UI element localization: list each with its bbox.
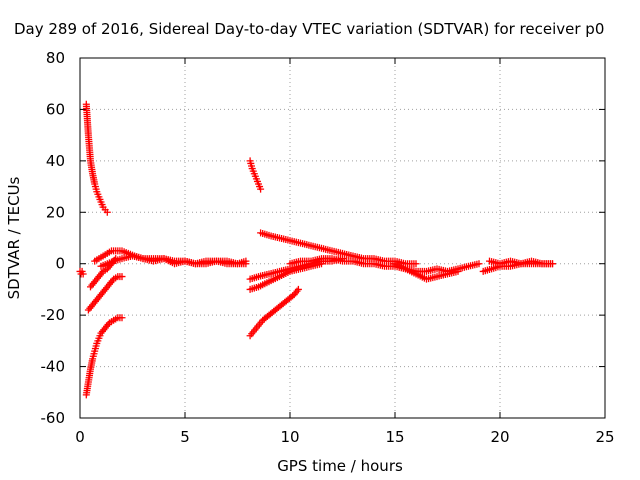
- data-point: [118, 314, 126, 322]
- data-series: [246, 285, 302, 340]
- y-axis-title: SDTVAR / TECUs: [5, 176, 23, 299]
- data-point: [118, 273, 126, 281]
- data-series: [486, 257, 556, 268]
- y-tick-label: 60: [46, 100, 65, 118]
- data-point: [294, 285, 302, 293]
- axis-ticks: 0 5 10 15 20 25 -60 -40 -20 0 20 40 60 80: [41, 49, 615, 446]
- data-series: [97, 252, 250, 270]
- plot-frame: [79, 57, 606, 419]
- x-tick-label: 10: [280, 428, 299, 446]
- x-axis-title: GPS time / hours: [277, 457, 403, 475]
- data-point: [412, 260, 420, 268]
- data-point: [242, 260, 250, 268]
- data-point: [475, 260, 483, 268]
- y-tick-label: 0: [55, 255, 65, 273]
- y-tick-label: -20: [41, 306, 66, 324]
- y-tick-label: -60: [41, 409, 66, 427]
- data-point: [257, 185, 265, 193]
- y-tick-label: 80: [46, 49, 65, 67]
- data-point: [103, 208, 111, 216]
- data-point: [454, 267, 462, 275]
- data-marks: [76, 100, 556, 399]
- x-tick-label: 15: [385, 428, 404, 446]
- x-tick-label: 20: [490, 428, 509, 446]
- data-series: [391, 260, 462, 283]
- y-tick-label: -40: [41, 358, 66, 376]
- chart-title: Day 289 of 2016, Sidereal Day-to-day VTE…: [14, 20, 604, 38]
- x-tick-label: 0: [75, 428, 85, 446]
- grid: [80, 58, 605, 418]
- data-series: [82, 314, 126, 399]
- data-series: [84, 273, 126, 314]
- data-point: [79, 270, 87, 278]
- data-series: [76, 267, 87, 278]
- y-tick-label: 20: [46, 203, 65, 221]
- data-point: [549, 260, 556, 268]
- data-series: [257, 229, 420, 268]
- x-tick-label: 5: [180, 428, 190, 446]
- x-tick-label: 25: [595, 428, 614, 446]
- y-tick-label: 40: [46, 152, 65, 170]
- data-series: [246, 157, 265, 193]
- data-series: [82, 100, 111, 216]
